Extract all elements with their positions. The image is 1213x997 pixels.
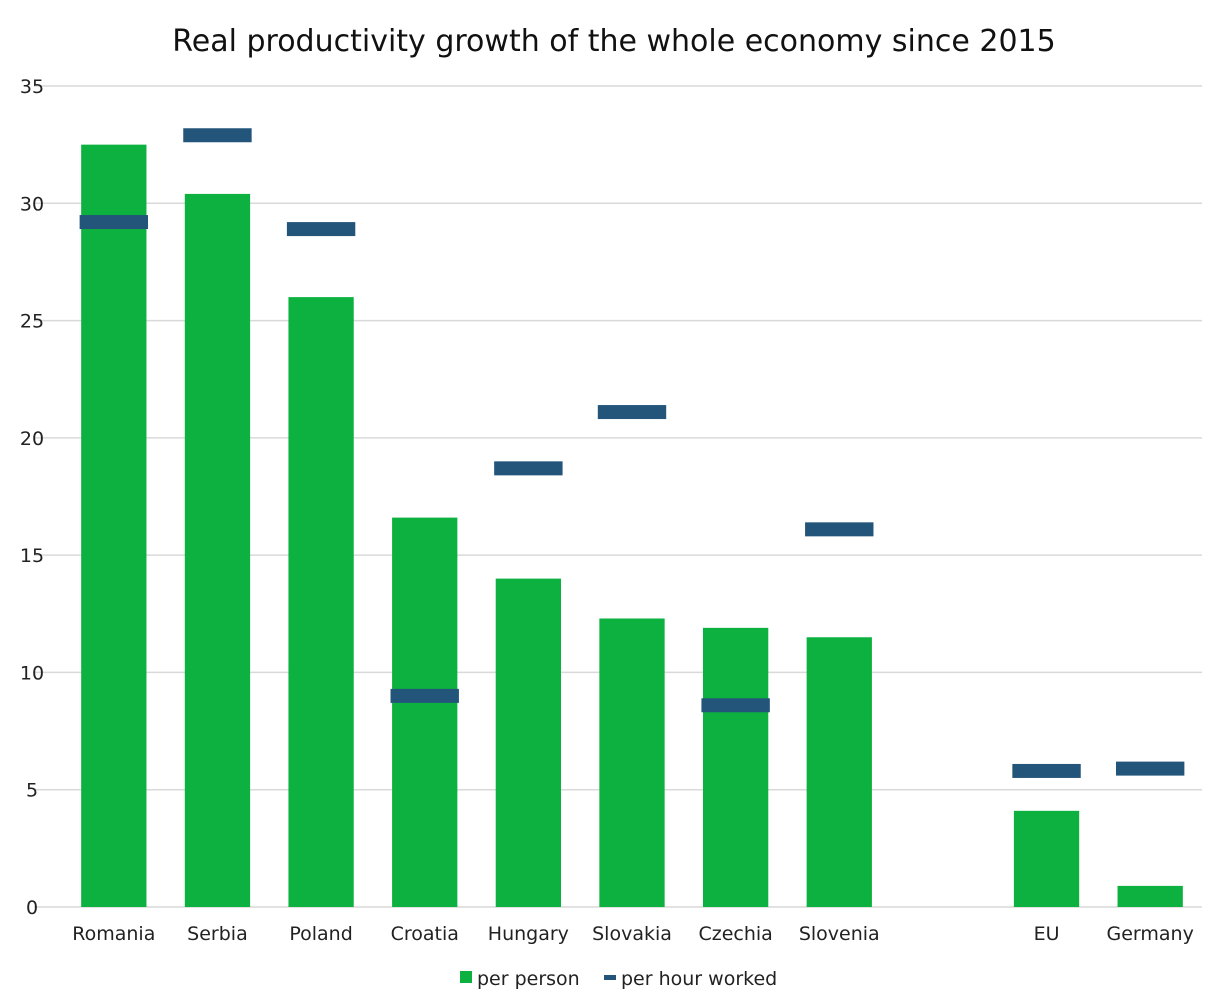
y-tick-label-20: 20 — [20, 428, 44, 450]
y-axis-ticks: 0 5 10 15 20 25 30 35 — [20, 76, 44, 919]
x-tick-label-poland: Poland — [289, 923, 352, 945]
bar-per-person-eu — [1013, 810, 1080, 907]
marker-per-hour-slovakia — [597, 405, 667, 420]
y-tick-label-5: 5 — [26, 780, 38, 802]
bar-per-person-serbia — [184, 193, 251, 908]
chart-title: Real productivity growth of the whole ec… — [172, 24, 1055, 59]
bar-per-person-croatia — [392, 517, 458, 907]
marker-per-hour-romania — [79, 215, 149, 230]
marker-per-hour-hungary — [494, 461, 563, 476]
x-tick-label-eu: EU — [1034, 923, 1060, 945]
bar-per-person-czechia — [702, 627, 769, 907]
bar-per-person-romania — [81, 144, 147, 908]
legend-label-per-hour-worked: per hour worked — [621, 968, 777, 990]
x-tick-label-romania: Romania — [72, 923, 155, 945]
y-tick-label-35: 35 — [20, 76, 44, 98]
y-tick-label-30: 30 — [20, 193, 44, 215]
bars-per-person — [81, 144, 1183, 908]
bar-per-person-poland — [288, 297, 354, 908]
x-tick-label-czechia: Czechia — [698, 923, 772, 945]
x-tick-label-croatia: Croatia — [391, 923, 459, 945]
legend-label-per-person: per person — [477, 968, 580, 990]
marker-per-hour-poland — [286, 222, 356, 237]
x-tick-label-slovakia: Slovakia — [592, 923, 672, 945]
markers-per-hour-worked — [79, 128, 1185, 778]
marker-per-hour-eu — [1012, 763, 1081, 778]
x-tick-label-hungary: Hungary — [488, 923, 569, 945]
bar-per-person-germany — [1117, 885, 1183, 907]
marker-per-hour-czechia — [701, 698, 770, 713]
marker-per-hour-slovenia — [805, 522, 874, 537]
bar-per-person-slovenia — [806, 637, 872, 907]
legend: per person per hour worked — [460, 968, 777, 990]
bar-per-person-hungary — [495, 578, 562, 907]
y-tick-label-25: 25 — [20, 311, 44, 333]
legend-swatch-per-hour-worked — [604, 975, 616, 980]
y-tick-label-0: 0 — [26, 897, 38, 919]
y-tick-label-15: 15 — [20, 545, 44, 567]
x-axis-labels: Romania Serbia Poland Croatia Hungary Slovaki… — [72, 923, 1194, 945]
x-tick-label-slovenia: Slovenia — [799, 923, 880, 945]
y-tick-label-10: 10 — [20, 662, 44, 684]
legend-swatch-per-person — [460, 971, 472, 983]
marker-per-hour-germany — [1115, 761, 1185, 776]
x-tick-label-serbia: Serbia — [187, 923, 248, 945]
marker-per-hour-serbia — [183, 128, 252, 143]
bar-per-person-slovakia — [599, 618, 665, 907]
marker-per-hour-croatia — [390, 688, 459, 703]
x-tick-label-germany: Germany — [1107, 923, 1194, 945]
